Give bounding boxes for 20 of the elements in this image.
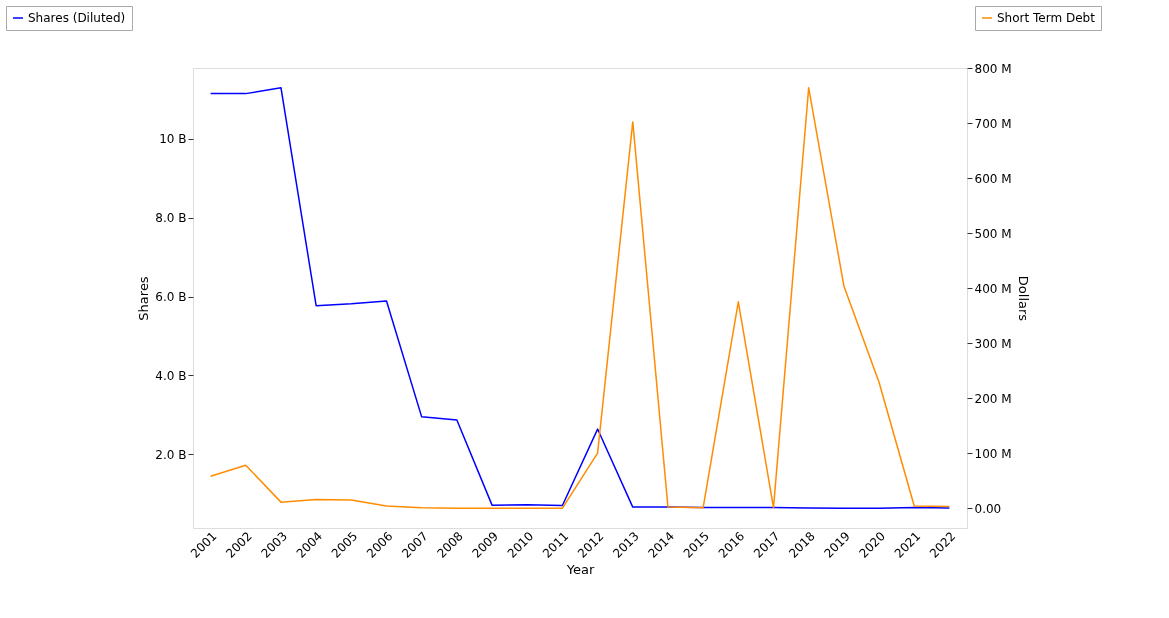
y2-tick-label: 800 M [974, 61, 1012, 76]
legend-label: Shares (Diluted) [28, 11, 126, 25]
y-tick-label: 4.0 B [155, 368, 187, 383]
x-axis-title: Year [565, 561, 595, 577]
y2-tick-label: 0.00 [974, 501, 1002, 516]
y2-tick-label: 100 M [974, 446, 1012, 461]
legend-label: Short Term Debt [997, 11, 1096, 25]
y-axis-title: Shares [136, 276, 152, 321]
y2-tick-label: 400 M [974, 281, 1012, 296]
line-series [209, 86, 951, 510]
y2-tick-label: 500 M [974, 226, 1012, 241]
y-tick-label: 6.0 B [155, 290, 187, 305]
y-tick-label: 2.0 B [155, 447, 187, 462]
y-tick-label: 10 B [159, 132, 187, 147]
y2-axis-title: Dollars [1015, 275, 1031, 322]
y2-tick-label: 300 M [974, 336, 1012, 351]
y2-tick-label: 600 M [974, 171, 1012, 186]
y-tick-label: 8.0 B [155, 211, 187, 226]
y2-tick-label: 700 M [974, 116, 1012, 131]
y2-tick-label: 200 M [974, 391, 1012, 406]
